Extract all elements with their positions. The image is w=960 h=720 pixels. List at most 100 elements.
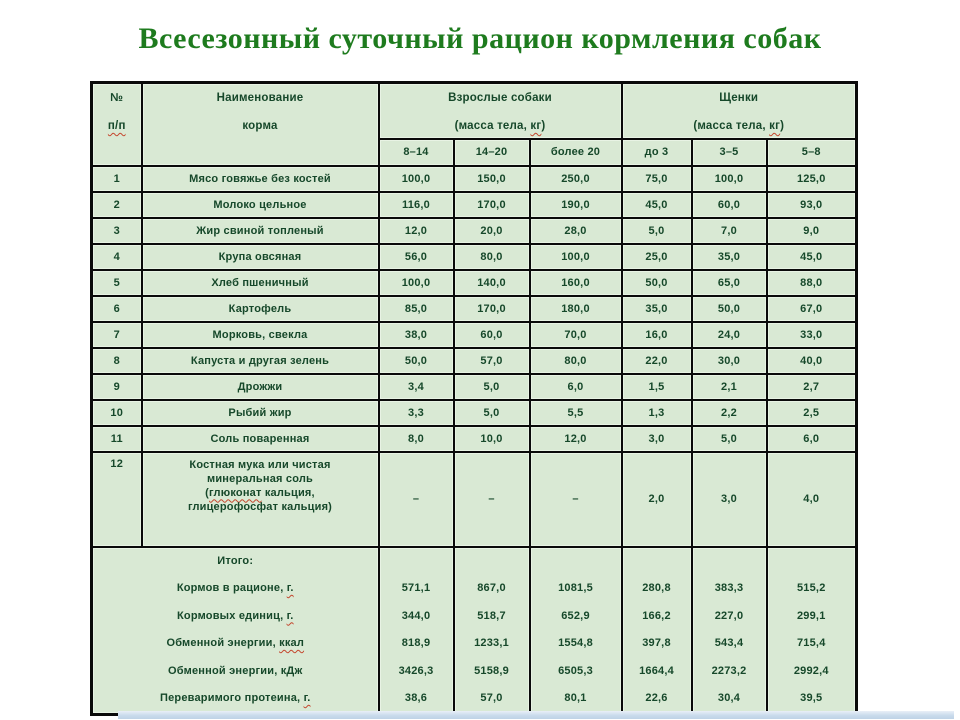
- cell-value: 1,3: [620, 398, 693, 427]
- cell-value: 38,0: [377, 320, 455, 349]
- table-row: 11 Соль поваренная 8,0 10,0 12,0 3,0 5,0…: [90, 424, 858, 453]
- summary-value: 80,1: [564, 692, 587, 704]
- summary-value: 818,9: [401, 637, 431, 649]
- cell-value: 5,0: [620, 216, 693, 245]
- summary-value: 1233,1: [474, 637, 509, 649]
- summary-values-adult-3: 1081,5 652,9 1554,8 6505,3 80,1: [528, 545, 623, 715]
- cell-value: 40,0: [765, 346, 858, 375]
- row-num: 1: [90, 164, 143, 193]
- cell-value: 150,0: [452, 164, 531, 193]
- cell-value: 88,0: [765, 268, 858, 297]
- cell-value: 140,0: [452, 268, 531, 297]
- cell-value: 60,0: [690, 190, 768, 219]
- num-sign: №: [110, 92, 124, 104]
- cell-value: 80,0: [528, 346, 623, 375]
- feed-name: Морковь, свекла: [140, 320, 380, 349]
- cell-value: 67,0: [765, 294, 858, 323]
- row-num: 9: [90, 372, 143, 401]
- cell-value: 75,0: [620, 164, 693, 193]
- cell-value: 2,2: [690, 398, 768, 427]
- table-row: 10 Рыбий жир 3,3 5,0 5,5 1,3 2,2 2,5: [90, 398, 858, 427]
- summary-value: 715,4: [796, 637, 826, 649]
- row-num: 7: [90, 320, 143, 349]
- summary-value: 299,1: [796, 609, 826, 622]
- summary-value: 3426,3: [398, 664, 434, 677]
- table-row: 8 Капуста и другая зелень 50,0 57,0 80,0…: [90, 346, 858, 375]
- cell-value: 100,0: [377, 164, 455, 193]
- summary-value: 1664,4: [639, 664, 674, 677]
- ration-table: № п/п Наименование корма Взрослые собаки…: [90, 81, 858, 716]
- range-adult-1: 8–14: [377, 137, 455, 167]
- feed-name: Молоко цельное: [140, 190, 380, 219]
- cell-value: 3,0: [620, 424, 693, 453]
- cell-value: 12,0: [377, 216, 455, 245]
- summary-values-adult-2: 867,0 518,7 1233,1 5158,9 57,0: [452, 545, 531, 715]
- cell-value: 35,0: [690, 242, 768, 271]
- row-num: 5: [90, 268, 143, 297]
- cell-value: 57,0: [452, 346, 531, 375]
- cell-value: 2,1: [690, 372, 768, 401]
- summary-value: 515,2: [796, 582, 826, 594]
- name-header-line2: корма: [242, 120, 278, 132]
- cell-value: 50,0: [377, 346, 455, 375]
- cell-value: 8,0: [377, 424, 455, 453]
- summary-value: 280,8: [642, 582, 671, 594]
- kg-unit: кг: [769, 120, 781, 132]
- cell-value: 190,0: [528, 190, 623, 219]
- summary-value: 57,0: [480, 692, 503, 704]
- spellchecked-word: глюконат: [209, 486, 262, 499]
- summary-value: 5158,9: [474, 664, 509, 677]
- table-row: 7 Морковь, свекла 38,0 60,0 70,0 16,0 24…: [90, 320, 858, 349]
- range-puppy-1: до 3: [620, 137, 693, 167]
- row-num: 2: [90, 190, 143, 219]
- cell-value: 50,0: [690, 294, 768, 323]
- feed-name: Картофель: [140, 294, 380, 323]
- cell-value: 6,0: [528, 372, 623, 401]
- summary-value: 166,2: [642, 609, 671, 622]
- feed-name: Жир свиной топленый: [140, 216, 380, 245]
- cell-value: 250,0: [528, 164, 623, 193]
- cell-value: 50,0: [620, 268, 693, 297]
- summary-value: 2992,4: [793, 664, 829, 677]
- cell-value: 116,0: [377, 190, 455, 219]
- cell-value: 22,0: [620, 346, 693, 375]
- summary-labels: Итого: Кормов в рационе, г. Кормовых еди…: [90, 545, 380, 715]
- table-row: 6 Картофель 85,0 170,0 180,0 35,0 50,0 6…: [90, 294, 858, 323]
- summary-value: 518,7: [477, 609, 506, 622]
- summary-label: Кормов в рационе, г.: [176, 582, 294, 594]
- feed-name: Капуста и другая зелень: [140, 346, 380, 375]
- cell-value: 45,0: [765, 242, 858, 271]
- cell-value: 65,0: [690, 268, 768, 297]
- col-header-num: № п/п: [90, 81, 143, 167]
- feed-name: Рыбий жир: [140, 398, 380, 427]
- cell-value: 80,0: [452, 242, 531, 271]
- cell-value: 5,0: [452, 398, 531, 427]
- feed-name: Дрожжи: [140, 372, 380, 401]
- summary-value: 867,0: [477, 582, 506, 594]
- cell-value: 33,0: [765, 320, 858, 349]
- cell-value: 1,5: [620, 372, 693, 401]
- cell-value: 2,7: [765, 372, 858, 401]
- cell-value: 5,0: [452, 372, 531, 401]
- table-row-mineral-supplement: 12 Костная мука или чистая минеральная с…: [90, 450, 858, 548]
- cell-value: 4,0: [765, 450, 858, 548]
- table-summary-row: Итого: Кормов в рационе, г. Кормовых еди…: [90, 545, 858, 715]
- cell-value: 12,0: [528, 424, 623, 453]
- cell-value: 45,0: [620, 190, 693, 219]
- cell-value: 5,5: [528, 398, 623, 427]
- row-num: 10: [90, 398, 143, 427]
- cell-value: 28,0: [528, 216, 623, 245]
- cell-value: 9,0: [765, 216, 858, 245]
- cell-value: –: [452, 450, 531, 548]
- name-header-line1: Наименование: [216, 92, 304, 104]
- kg-unit: кг: [530, 120, 542, 132]
- feed-name: Мясо говяжье без костей: [140, 164, 380, 193]
- cell-value: 56,0: [377, 242, 455, 271]
- cell-value: 10,0: [452, 424, 531, 453]
- header-row-weight-ranges: 8–14 14–20 более 20 до 3 3–5 5–8: [92, 137, 858, 167]
- cell-value: 180,0: [528, 294, 623, 323]
- summary-values-puppy-1: 280,8 166,2 397,8 1664,4 22,6: [620, 545, 693, 715]
- slide-footer-bar: [118, 711, 954, 719]
- row-num: 6: [90, 294, 143, 323]
- summary-value: 39,5: [800, 692, 823, 704]
